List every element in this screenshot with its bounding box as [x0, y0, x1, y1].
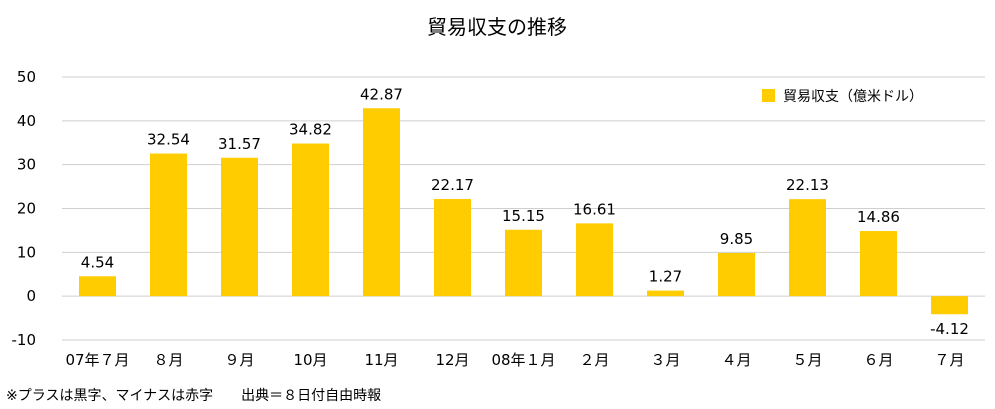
bar	[576, 223, 613, 297]
bar	[789, 199, 826, 297]
data-label: 42.87	[360, 85, 403, 103]
x-tick-label: ８月	[153, 351, 183, 369]
y-tick-label: 0	[26, 287, 36, 305]
x-tick-label: ３月	[650, 351, 680, 369]
x-tick-label: 11月	[364, 351, 398, 369]
data-label: 15.15	[502, 207, 545, 225]
x-tick-label: 12月	[435, 351, 469, 369]
data-label: 34.82	[289, 121, 332, 139]
x-tick-label: ６月	[863, 351, 893, 369]
data-label: 9.85	[720, 230, 753, 248]
bar	[150, 153, 187, 297]
data-label: -4.12	[930, 320, 969, 338]
x-tick-label: 10月	[293, 351, 327, 369]
bar	[434, 198, 471, 297]
bar	[79, 276, 116, 297]
x-tick-label: ７月	[934, 351, 964, 369]
x-tick-label: ４月	[721, 351, 751, 369]
y-tick-label: -10	[12, 331, 37, 349]
data-label: 14.86	[857, 208, 900, 226]
bar	[931, 296, 968, 315]
x-tick-label: ５月	[792, 351, 822, 369]
bar	[292, 143, 329, 297]
data-label: 31.57	[218, 135, 261, 153]
data-label: 16.61	[573, 200, 616, 218]
data-label: 32.54	[147, 131, 190, 149]
y-axis-tick-labels: -10 0 10 20 30 40 50	[12, 68, 37, 349]
y-tick-label: 10	[17, 243, 36, 261]
data-label: 1.27	[649, 268, 682, 286]
bars	[79, 108, 968, 315]
chart-title: 貿易収支の推移	[427, 15, 567, 39]
bar	[363, 108, 400, 297]
x-tick-label: 08年１月	[491, 351, 555, 369]
bar	[221, 157, 258, 297]
footnote: ※プラスは黒字、マイナスは赤字 出典＝８日付自由時報	[6, 388, 381, 404]
x-tick-label: ２月	[579, 351, 609, 369]
y-tick-label: 30	[17, 156, 36, 174]
data-label: 22.13	[786, 176, 829, 194]
legend-label: 貿易収支（億米ドル）	[783, 89, 923, 105]
data-labels: 4.54 32.54 31.57 34.82 42.87 22.17 15.15 16.61 1…	[81, 85, 969, 338]
legend: 貿易収支（億米ドル）	[762, 89, 923, 105]
y-tick-label: 20	[17, 200, 36, 218]
y-tick-label: 50	[17, 68, 36, 86]
legend-swatch	[762, 89, 775, 102]
bar	[860, 231, 897, 297]
data-label: 4.54	[81, 253, 114, 271]
x-tick-label: ９月	[224, 351, 254, 369]
bar	[718, 252, 755, 297]
bar	[647, 290, 684, 297]
x-axis-tick-labels: 07年７月 ８月 ９月 10月 11月 12月 08年１月 ２月 ３月 ４月 ５月 ６月 ７月	[65, 351, 964, 369]
y-tick-label: 40	[17, 112, 36, 130]
x-tick-label: 07年７月	[65, 351, 129, 369]
bar	[505, 229, 542, 297]
data-label: 22.17	[431, 176, 474, 194]
